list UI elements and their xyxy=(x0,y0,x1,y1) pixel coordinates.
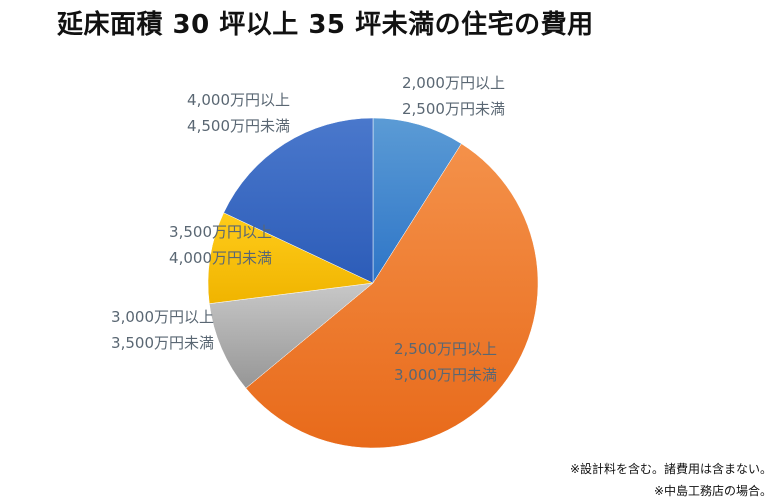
slice-label-0: 2,000万円以上 2,500万円未満 xyxy=(402,74,505,118)
footnote-design-fee: ※設計料を含む。諸費用は含まない。 xyxy=(569,462,772,476)
pie-slice-1 xyxy=(245,143,539,449)
slice-label-1: 2,500万円以上 3,000万円未満 xyxy=(394,340,497,384)
slice-label-line: 3,000万円未満 xyxy=(394,366,497,384)
chart-title: 延床面積 30 坪以上 35 坪未満の住宅の費用 xyxy=(57,10,594,40)
pie-slices xyxy=(207,117,539,449)
pie-slice-4 xyxy=(223,117,374,284)
slice-label-line: 3,000万円以上 xyxy=(111,308,214,326)
slice-label-3: 3,500万円以上 4,000万円未満 xyxy=(169,223,272,267)
slice-label-line: 3,500万円以上 xyxy=(169,223,272,241)
slice-label-4: 4,000万円以上 4,500万円未満 xyxy=(187,91,290,135)
pie-labels: 2,000万円以上 2,500万円未満 2,500万円以上 3,000万円未満 3,00… xyxy=(111,74,505,384)
slice-label-2: 3,000万円以上 3,500万円未満 xyxy=(111,308,214,352)
slice-label-line: 4,000万円以上 xyxy=(187,91,290,109)
pie-slice-2 xyxy=(209,282,374,389)
slice-label-line: 4,000万円未満 xyxy=(169,249,272,267)
slice-label-line: 2,500万円未満 xyxy=(402,100,505,118)
slice-label-line: 2,500万円以上 xyxy=(394,340,497,358)
slice-label-line: 2,000万円以上 xyxy=(402,74,505,92)
pie-slice-0 xyxy=(372,117,462,284)
slice-label-line: 3,500万円未満 xyxy=(111,334,214,352)
footnote-company: ※中島工務店の場合。 xyxy=(653,484,772,498)
slice-label-line: 4,500万円未満 xyxy=(187,117,290,135)
pie-slice-3 xyxy=(207,212,374,304)
